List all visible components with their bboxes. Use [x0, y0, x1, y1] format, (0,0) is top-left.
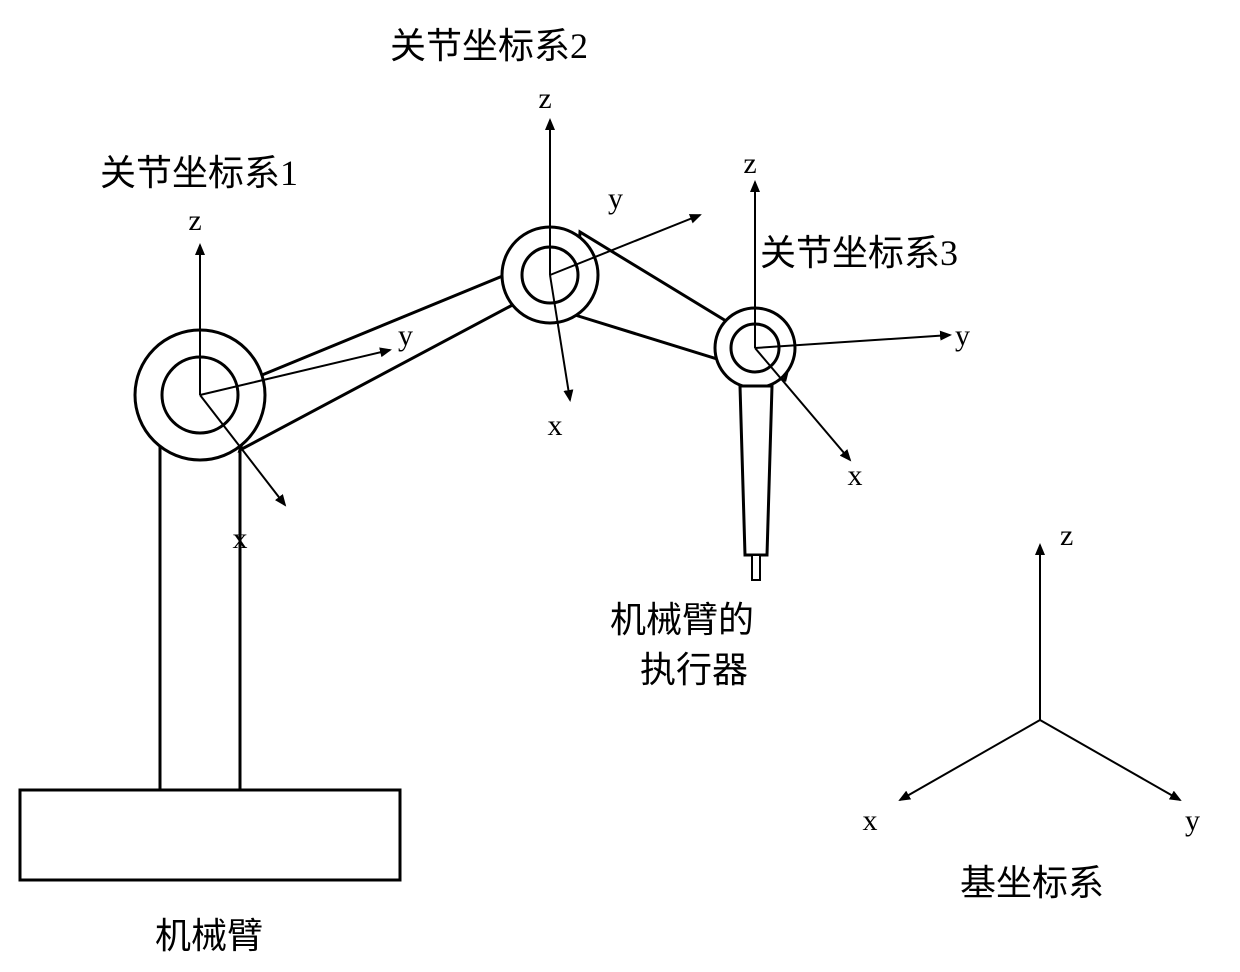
executor-tip [752, 555, 760, 580]
axis-x-label: x [848, 459, 863, 492]
axis-z-label: z [743, 147, 756, 180]
axis-y-label: y [398, 319, 413, 352]
axis-z-label: z [1060, 519, 1073, 552]
base-coord-title: 基坐标系 [960, 863, 1104, 903]
executor-body [740, 386, 772, 555]
joint-3-title: 关节坐标系3 [760, 233, 958, 273]
executor-label-2: 执行器 [640, 650, 748, 690]
axis-y-label: y [955, 319, 970, 352]
joint-1-title: 关节坐标系1 [100, 153, 298, 193]
robot-arm-label: 机械臂 [155, 916, 263, 956]
axis-x-label: x [233, 522, 248, 555]
axis-z-label: z [188, 204, 201, 237]
axis-x-label: x [548, 409, 563, 442]
executor-label-1: 机械臂的 [610, 600, 754, 640]
base-platform [20, 790, 400, 880]
coord-base: z y x 基坐标系 [863, 519, 1201, 903]
axis-y-label: y [1185, 804, 1200, 837]
joint-2-title: 关节坐标系2 [390, 26, 588, 66]
axis-x-label: x [863, 804, 878, 837]
axis-z-label: z [538, 82, 551, 115]
pillar [160, 440, 240, 790]
axis-y-label: y [608, 182, 623, 215]
